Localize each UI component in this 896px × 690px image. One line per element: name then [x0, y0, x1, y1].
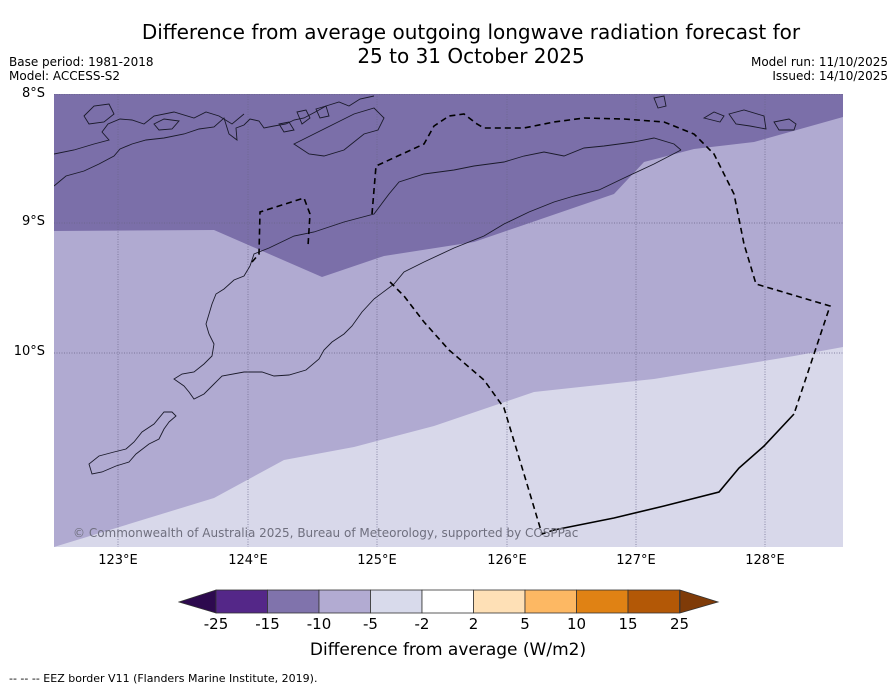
- issued-date: Issued: 14/10/2025: [772, 69, 888, 83]
- colorbar-tick-label: -5: [363, 615, 378, 633]
- lon-label-124e: 124°E: [228, 553, 268, 568]
- lon-label-123e: 123°E: [98, 553, 138, 568]
- lon-label-125e: 125°E: [357, 553, 397, 568]
- meta-right: Model run: 11/10/2025 Issued: 14/10/2025: [751, 55, 888, 83]
- colorbar-extend-low: [178, 589, 217, 614]
- lon-label-126e: 126°E: [487, 553, 527, 568]
- meta-left: Base period: 1981-2018 Model: ACCESS-S2: [9, 55, 154, 83]
- coast-flores-s: [54, 111, 245, 155]
- coast-timor-north: [249, 137, 682, 267]
- eez-border: [251, 113, 832, 536]
- colorbar-cell: [576, 589, 629, 614]
- colorbar-tick-label: -2: [414, 615, 430, 633]
- coast-east-islands: [653, 95, 797, 131]
- lon-label-128e: 128°E: [745, 553, 785, 568]
- colorbar-tick-label: 2: [468, 615, 479, 633]
- map-plot: [54, 94, 843, 547]
- colorbar-tick-label: -15: [255, 615, 280, 633]
- copyright-notice: © Commonwealth of Australia 2025, Bureau…: [73, 526, 579, 540]
- colorbar-cell: [421, 589, 474, 614]
- colorbar-cell: [215, 589, 268, 614]
- coastlines: [54, 95, 797, 475]
- model-run: Model run: 11/10/2025: [750, 55, 888, 69]
- colorbar-tick-label: 25: [669, 615, 690, 633]
- eez-dashed-2: [371, 113, 832, 415]
- lat-label-10s: 10°S: [13, 344, 45, 359]
- colorbar-cell: [267, 589, 320, 614]
- title-line-2: 25 to 31 October 2025: [357, 44, 585, 68]
- coast-flores: [54, 95, 375, 187]
- coast-islands: [83, 103, 330, 133]
- coast-alor: [293, 107, 385, 157]
- colorbar-cell: [473, 589, 526, 614]
- colorbar-cell: [370, 589, 423, 614]
- chart-title: Difference from average outgoing longwav…: [0, 20, 896, 68]
- lat-label-8s: 8°S: [21, 86, 45, 101]
- colorbar-cell: [524, 589, 577, 614]
- eez-footnote: -- -- -- EEZ border V11 (Flanders Marine…: [9, 672, 318, 685]
- eez-dashed-3: [389, 281, 555, 536]
- colorbar-extend-high: [679, 589, 720, 614]
- base-period: Base period: 1981-2018: [9, 55, 154, 69]
- lat-label-9s: 9°S: [21, 214, 45, 229]
- colorbar-cell: [318, 589, 371, 614]
- model-name: Model: ACCESS-S2: [9, 69, 121, 83]
- colorbar: [178, 589, 720, 614]
- eez-solid: [553, 413, 795, 531]
- colorbar-label: Difference from average (W/m2): [309, 640, 587, 660]
- eez-dashed-1: [251, 197, 311, 263]
- colorbar-tick-label: 15: [618, 615, 638, 633]
- coast-sumba: [88, 411, 177, 475]
- colorbar-cell: [627, 589, 680, 614]
- colorbar-tick-label: 5: [520, 615, 530, 633]
- coast-rote-sawu: [173, 265, 375, 400]
- coast-timor-south: [373, 149, 682, 300]
- colorbar-tick-label: 10: [566, 615, 587, 633]
- graticule: [54, 94, 843, 547]
- colorbar-tick-label: -10: [306, 615, 332, 633]
- title-line-1: Difference from average outgoing longwav…: [141, 20, 801, 44]
- colorbar-tick-label: -25: [203, 615, 229, 633]
- lon-label-127e: 127°E: [616, 553, 656, 568]
